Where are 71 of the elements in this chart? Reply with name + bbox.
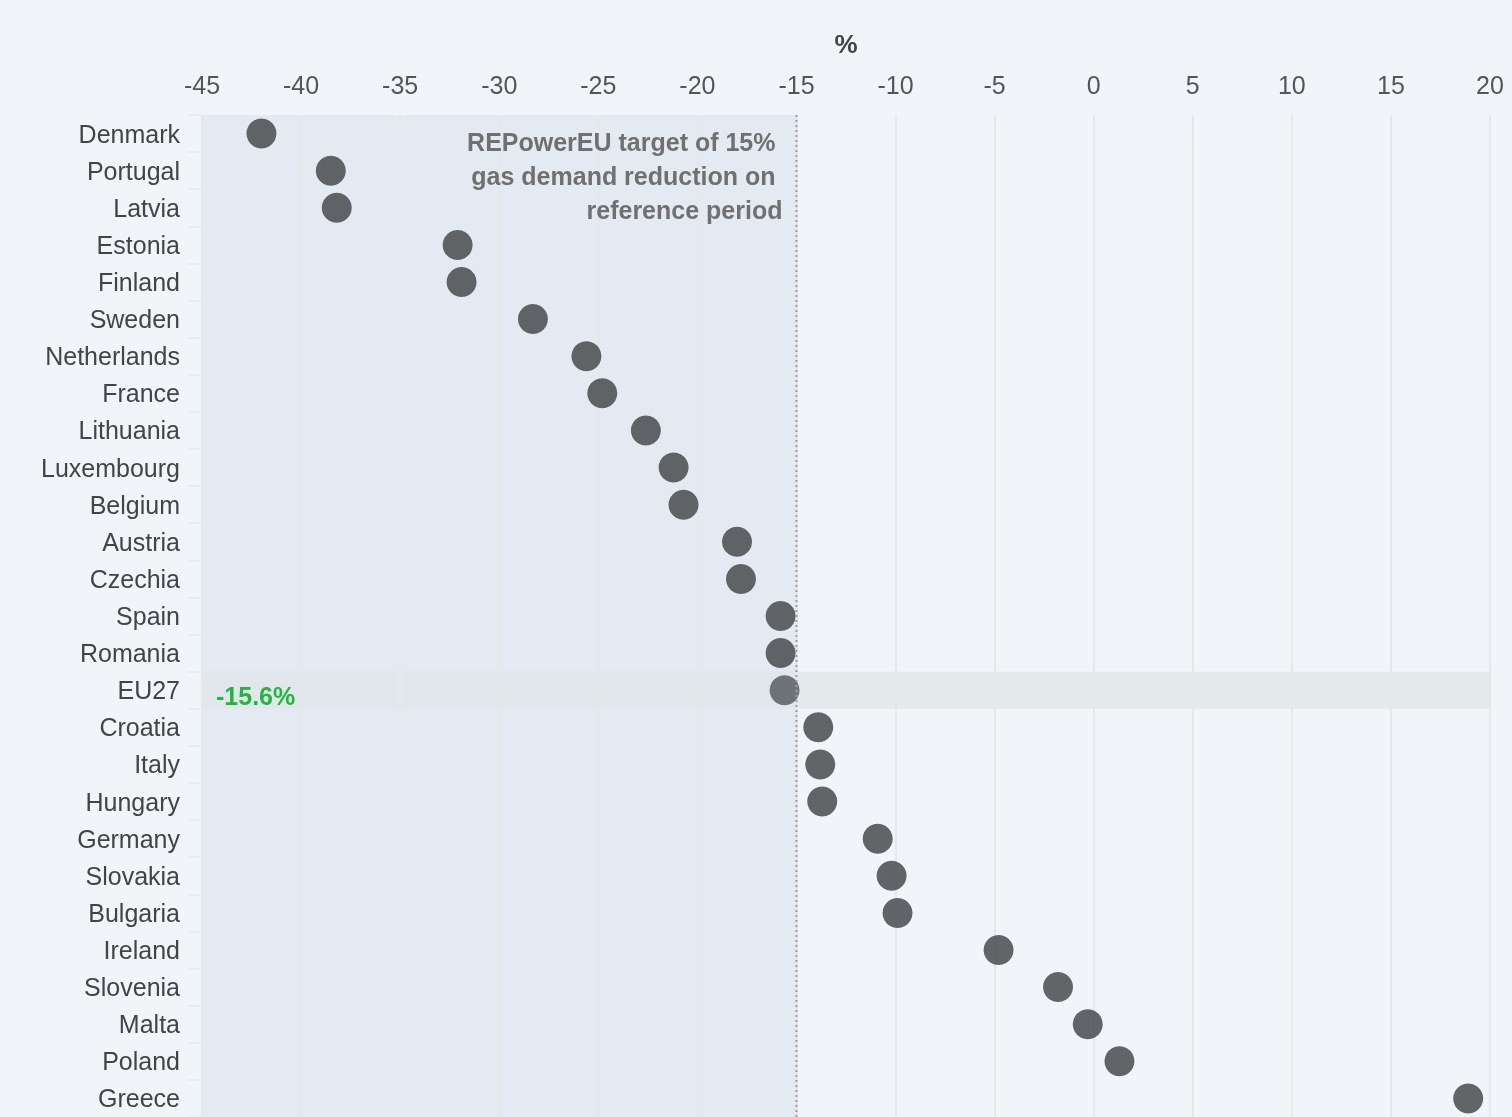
point — [722, 526, 753, 557]
y-tick-label: Hungary — [85, 787, 181, 816]
y-tick-label: Malta — [118, 1010, 181, 1039]
point — [658, 452, 689, 483]
point — [765, 638, 796, 669]
y-tick-label: Croatia — [99, 713, 181, 742]
x-tick-label: -20 — [679, 70, 716, 99]
y-tick-label: Germany — [77, 824, 181, 853]
y-tick-label: Belgium — [89, 490, 180, 519]
point — [442, 229, 473, 260]
point — [807, 786, 838, 817]
y-tick-label: France — [102, 379, 180, 408]
y-tick-label: Finland — [98, 268, 180, 296]
x-tick-label: -15 — [778, 70, 815, 99]
point — [1453, 1083, 1484, 1114]
point — [876, 860, 907, 891]
point — [726, 563, 756, 594]
x-tick-label: -10 — [877, 70, 914, 99]
point — [1104, 1046, 1135, 1077]
point — [517, 304, 548, 335]
point — [571, 341, 602, 372]
y-tick-label: Austria — [102, 527, 181, 556]
annotation: -15.6% — [216, 682, 296, 711]
point — [862, 823, 893, 854]
y-tick-label: Latvia — [113, 193, 181, 222]
point — [882, 897, 913, 928]
y-tick-label: Bulgaria — [88, 898, 181, 927]
point — [765, 601, 796, 631]
point — [246, 118, 277, 149]
point — [446, 267, 477, 297]
x-axis-title: % — [834, 29, 858, 59]
point — [769, 675, 800, 706]
y-tick-label: Lithuania — [78, 416, 181, 445]
x-tick-label: 15 — [1377, 70, 1405, 99]
point — [1043, 972, 1074, 1003]
x-tick-label: 10 — [1277, 70, 1306, 99]
y-tick-label: Ireland — [103, 936, 180, 964]
x-tick-label: -45 — [183, 70, 221, 99]
x-tick-label: 0 — [1086, 70, 1101, 99]
point — [587, 378, 618, 409]
y-tick-label: Italy — [134, 750, 181, 779]
y-tick-label: EU27 — [117, 676, 180, 705]
point — [803, 712, 834, 743]
y-tick-label: Slovakia — [85, 861, 181, 890]
x-tick-label: -35 — [382, 70, 419, 99]
x-tick-label: -40 — [283, 70, 320, 99]
point — [805, 749, 836, 780]
point — [983, 935, 1014, 965]
point — [315, 155, 346, 186]
point — [1072, 1009, 1103, 1040]
y-tick-label: Slovenia — [84, 973, 181, 1002]
y-tick-label: Poland — [102, 1047, 180, 1076]
point — [630, 415, 661, 446]
ref-line-label: REPowerEU target of 15% gas demand reduction on reference period — [467, 128, 783, 224]
x-tick-label: -25 — [580, 70, 617, 99]
x-tick-label: -5 — [983, 70, 1006, 99]
y-tick-label: Portugal — [86, 156, 180, 185]
x-tick-label: 5 — [1185, 70, 1200, 99]
y-tick-label: Spain — [116, 602, 180, 630]
y-tick-label: Sweden — [89, 305, 180, 334]
y-tick-label: Greece — [98, 1084, 180, 1113]
y-tick-label: Estonia — [96, 230, 181, 259]
x-tick-label: -30 — [481, 70, 518, 99]
y-tick-label: Netherlands — [45, 342, 180, 371]
y-tick-label: Romania — [79, 639, 181, 668]
point — [321, 192, 352, 223]
y-tick-label: Denmark — [78, 119, 181, 148]
x-tick-label: 20 — [1476, 70, 1504, 99]
point — [668, 489, 699, 520]
y-tick-label: Czechia — [89, 564, 181, 593]
y-tick-label: Luxembourg — [41, 453, 180, 482]
